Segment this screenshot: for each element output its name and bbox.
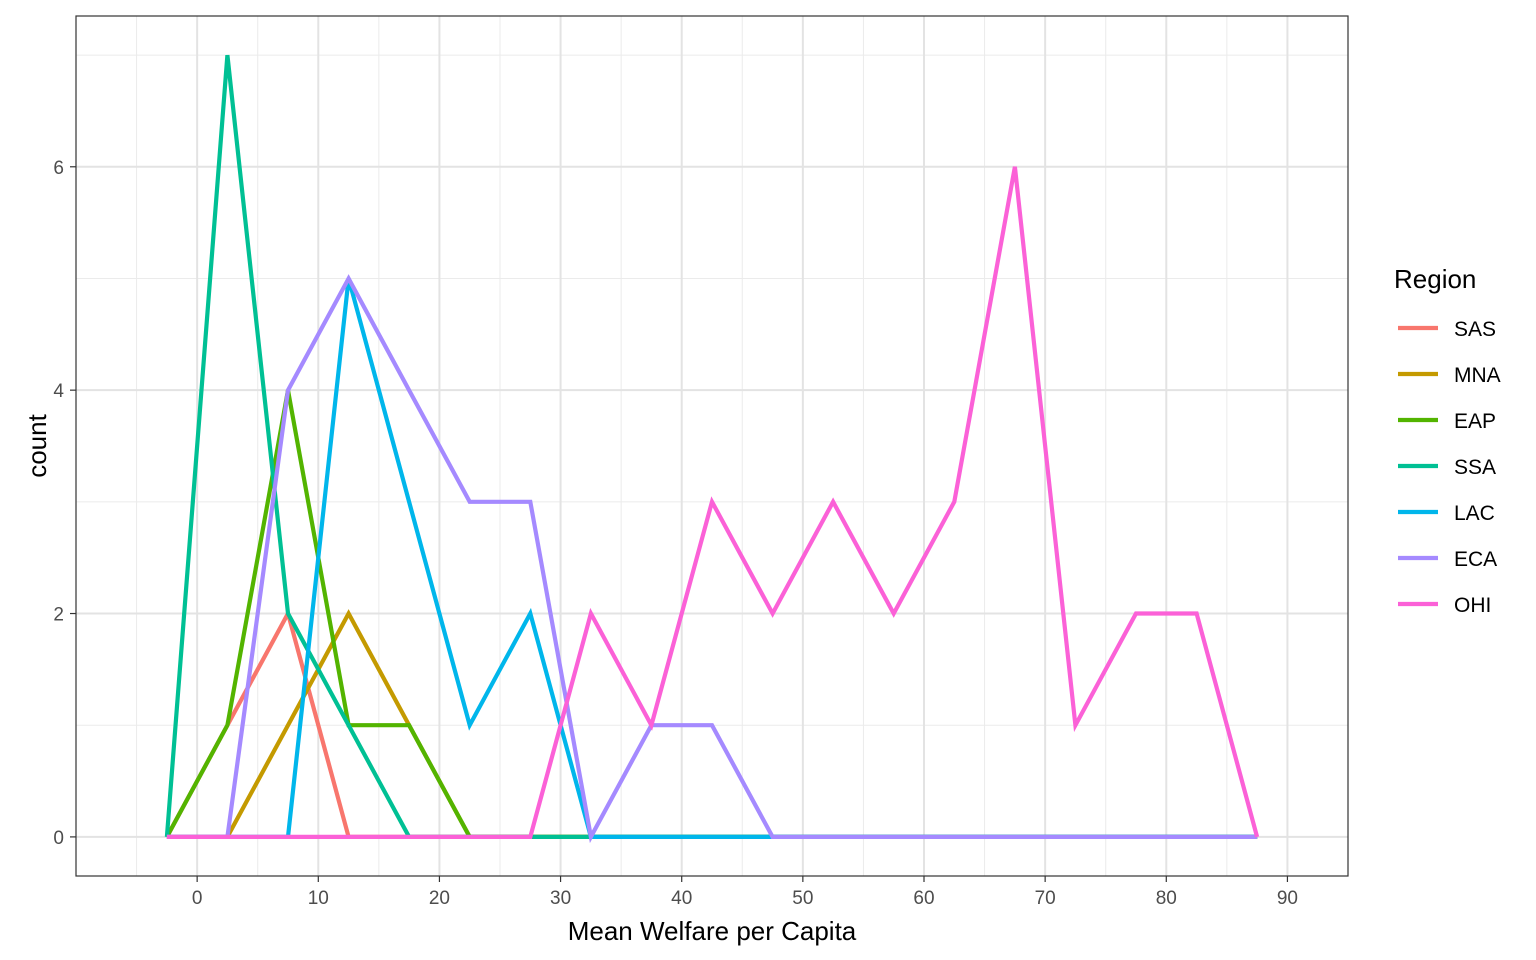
y-tick-label: 2 <box>53 605 64 626</box>
legend-label-eap: EAP <box>1454 410 1496 433</box>
x-tick-label: 80 <box>1156 888 1177 909</box>
y-tick-label: 0 <box>53 828 64 849</box>
x-tick-label: 0 <box>192 888 203 909</box>
legend-label-eca: ECA <box>1454 548 1497 571</box>
legend-label-lac: LAC <box>1454 502 1495 525</box>
y-axis-title: count <box>22 413 52 477</box>
x-tick-label: 40 <box>671 888 692 909</box>
panel-border <box>75 15 1349 877</box>
legend-label-mna: MNA <box>1454 364 1501 387</box>
x-tick-label: 70 <box>1035 888 1056 909</box>
y-tick-label: 6 <box>53 158 64 179</box>
y-tick-label: 4 <box>53 381 64 402</box>
x-tick-label: 10 <box>308 888 329 909</box>
x-tick-label: 60 <box>913 888 934 909</box>
series-line-ohi <box>166 166 1260 840</box>
x-tick-label: 50 <box>792 888 813 909</box>
legend-label-sas: SAS <box>1454 318 1496 341</box>
legend-label-ssa: SSA <box>1454 456 1496 479</box>
legend-title: Region <box>1394 264 1476 294</box>
x-tick-label: 30 <box>550 888 571 909</box>
y-axis: 0 2 4 6 <box>53 158 76 849</box>
legend-label-ohi: OHI <box>1454 594 1491 617</box>
x-axis-title: Mean Welfare per Capita <box>568 916 857 946</box>
x-tick-label: 90 <box>1277 888 1298 909</box>
series-line-eca <box>166 274 1258 844</box>
x-axis: 0 10 20 30 40 50 60 70 80 90 <box>192 876 1298 909</box>
legend: Region SAS MNA EAP SSA LAC ECA OHI <box>1394 264 1501 617</box>
x-tick-label: 20 <box>429 888 450 909</box>
series-lines <box>164 54 1260 844</box>
